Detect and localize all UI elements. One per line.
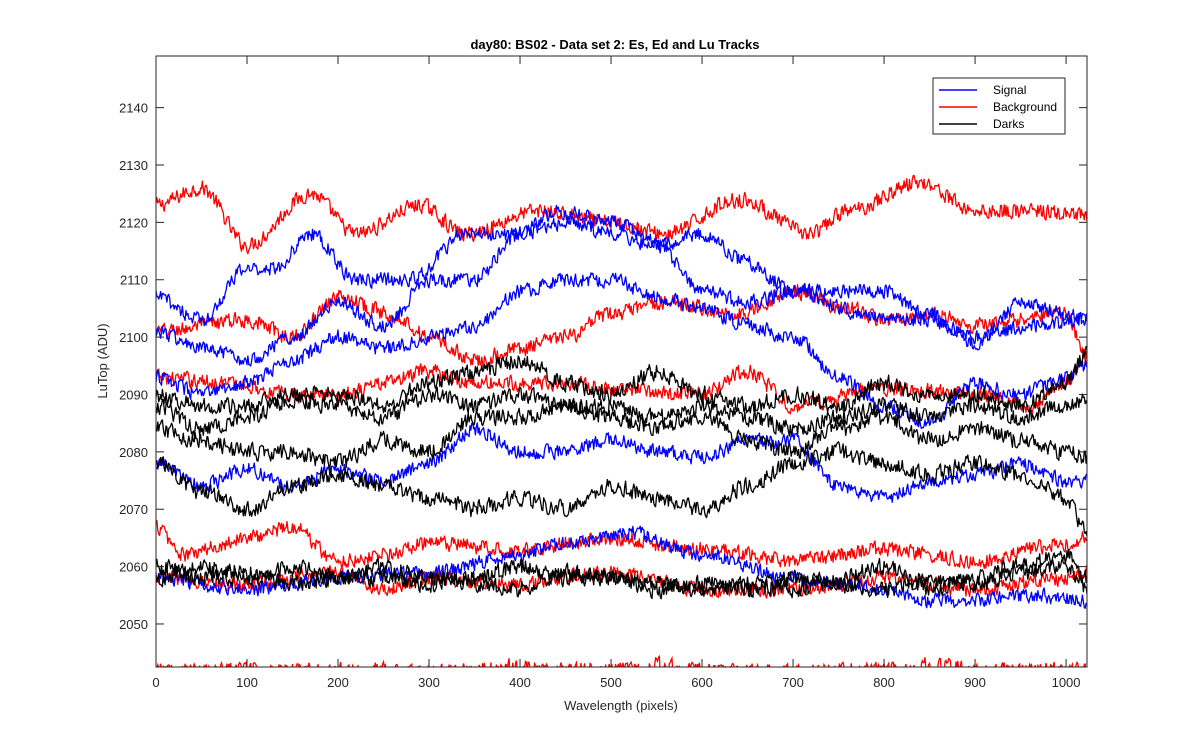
series-line-darks <box>156 441 1087 537</box>
y-tick-label: 2060 <box>119 560 148 575</box>
x-tick-label: 700 <box>782 675 804 690</box>
x-axis-label: Wavelength (pixels) <box>564 698 678 713</box>
y-tick-label: 2080 <box>119 445 148 460</box>
series-line-darks <box>156 398 1087 470</box>
series-line-signal <box>156 216 1087 367</box>
series-line-signal <box>156 272 1087 430</box>
y-tick-label: 2070 <box>119 502 148 517</box>
y-tick-label: 2100 <box>119 330 148 345</box>
legend-label-signal: Signal <box>993 83 1026 97</box>
x-tick-label: 200 <box>327 675 349 690</box>
legend: Signal Background Darks <box>932 77 1066 135</box>
y-tick-label: 2120 <box>119 215 148 230</box>
chart-title: day80: BS02 - Data set 2: Es, Ed and Lu … <box>470 37 759 52</box>
x-tick-label: 400 <box>509 675 531 690</box>
y-tick-label: 2090 <box>119 387 148 402</box>
series-line-darks <box>156 557 1087 600</box>
y-tick-label: 2050 <box>119 617 148 632</box>
series-layer <box>156 174 1087 667</box>
y-tick-label: 2130 <box>119 158 148 173</box>
series-line-darks <box>156 549 1087 599</box>
plot-area <box>156 56 1087 667</box>
series-line-darks <box>156 386 1087 437</box>
y-axis-label: LuTop (ADU) <box>95 323 110 398</box>
x-tick-label: 1000 <box>1052 675 1081 690</box>
x-tick-label: 100 <box>236 675 258 690</box>
axes-box <box>155 55 1088 668</box>
y-tick-label: 2140 <box>119 101 148 116</box>
x-axis: 0 100 200 300 400 500 600 700 800 900 1000 <box>152 56 1081 690</box>
legend-box <box>932 77 1066 135</box>
x-tick-label: 800 <box>873 675 895 690</box>
x-tick-label: 900 <box>964 675 986 690</box>
legend-label-darks: Darks <box>993 117 1024 131</box>
x-tick-label: 300 <box>418 675 440 690</box>
x-tick-label: 500 <box>600 675 622 690</box>
series-line-signal <box>156 204 1087 345</box>
x-tick-label: 600 <box>691 675 713 690</box>
legend-label-background: Background <box>993 100 1057 114</box>
x-tick-label: 0 <box>152 675 159 690</box>
y-axis: 2050 2060 2070 2080 2090 2100 2110 2120 2130 2140 <box>119 101 1087 632</box>
series-line-background <box>156 519 1087 570</box>
series-line-background <box>156 348 1087 415</box>
y-tick-label: 2110 <box>120 273 148 288</box>
